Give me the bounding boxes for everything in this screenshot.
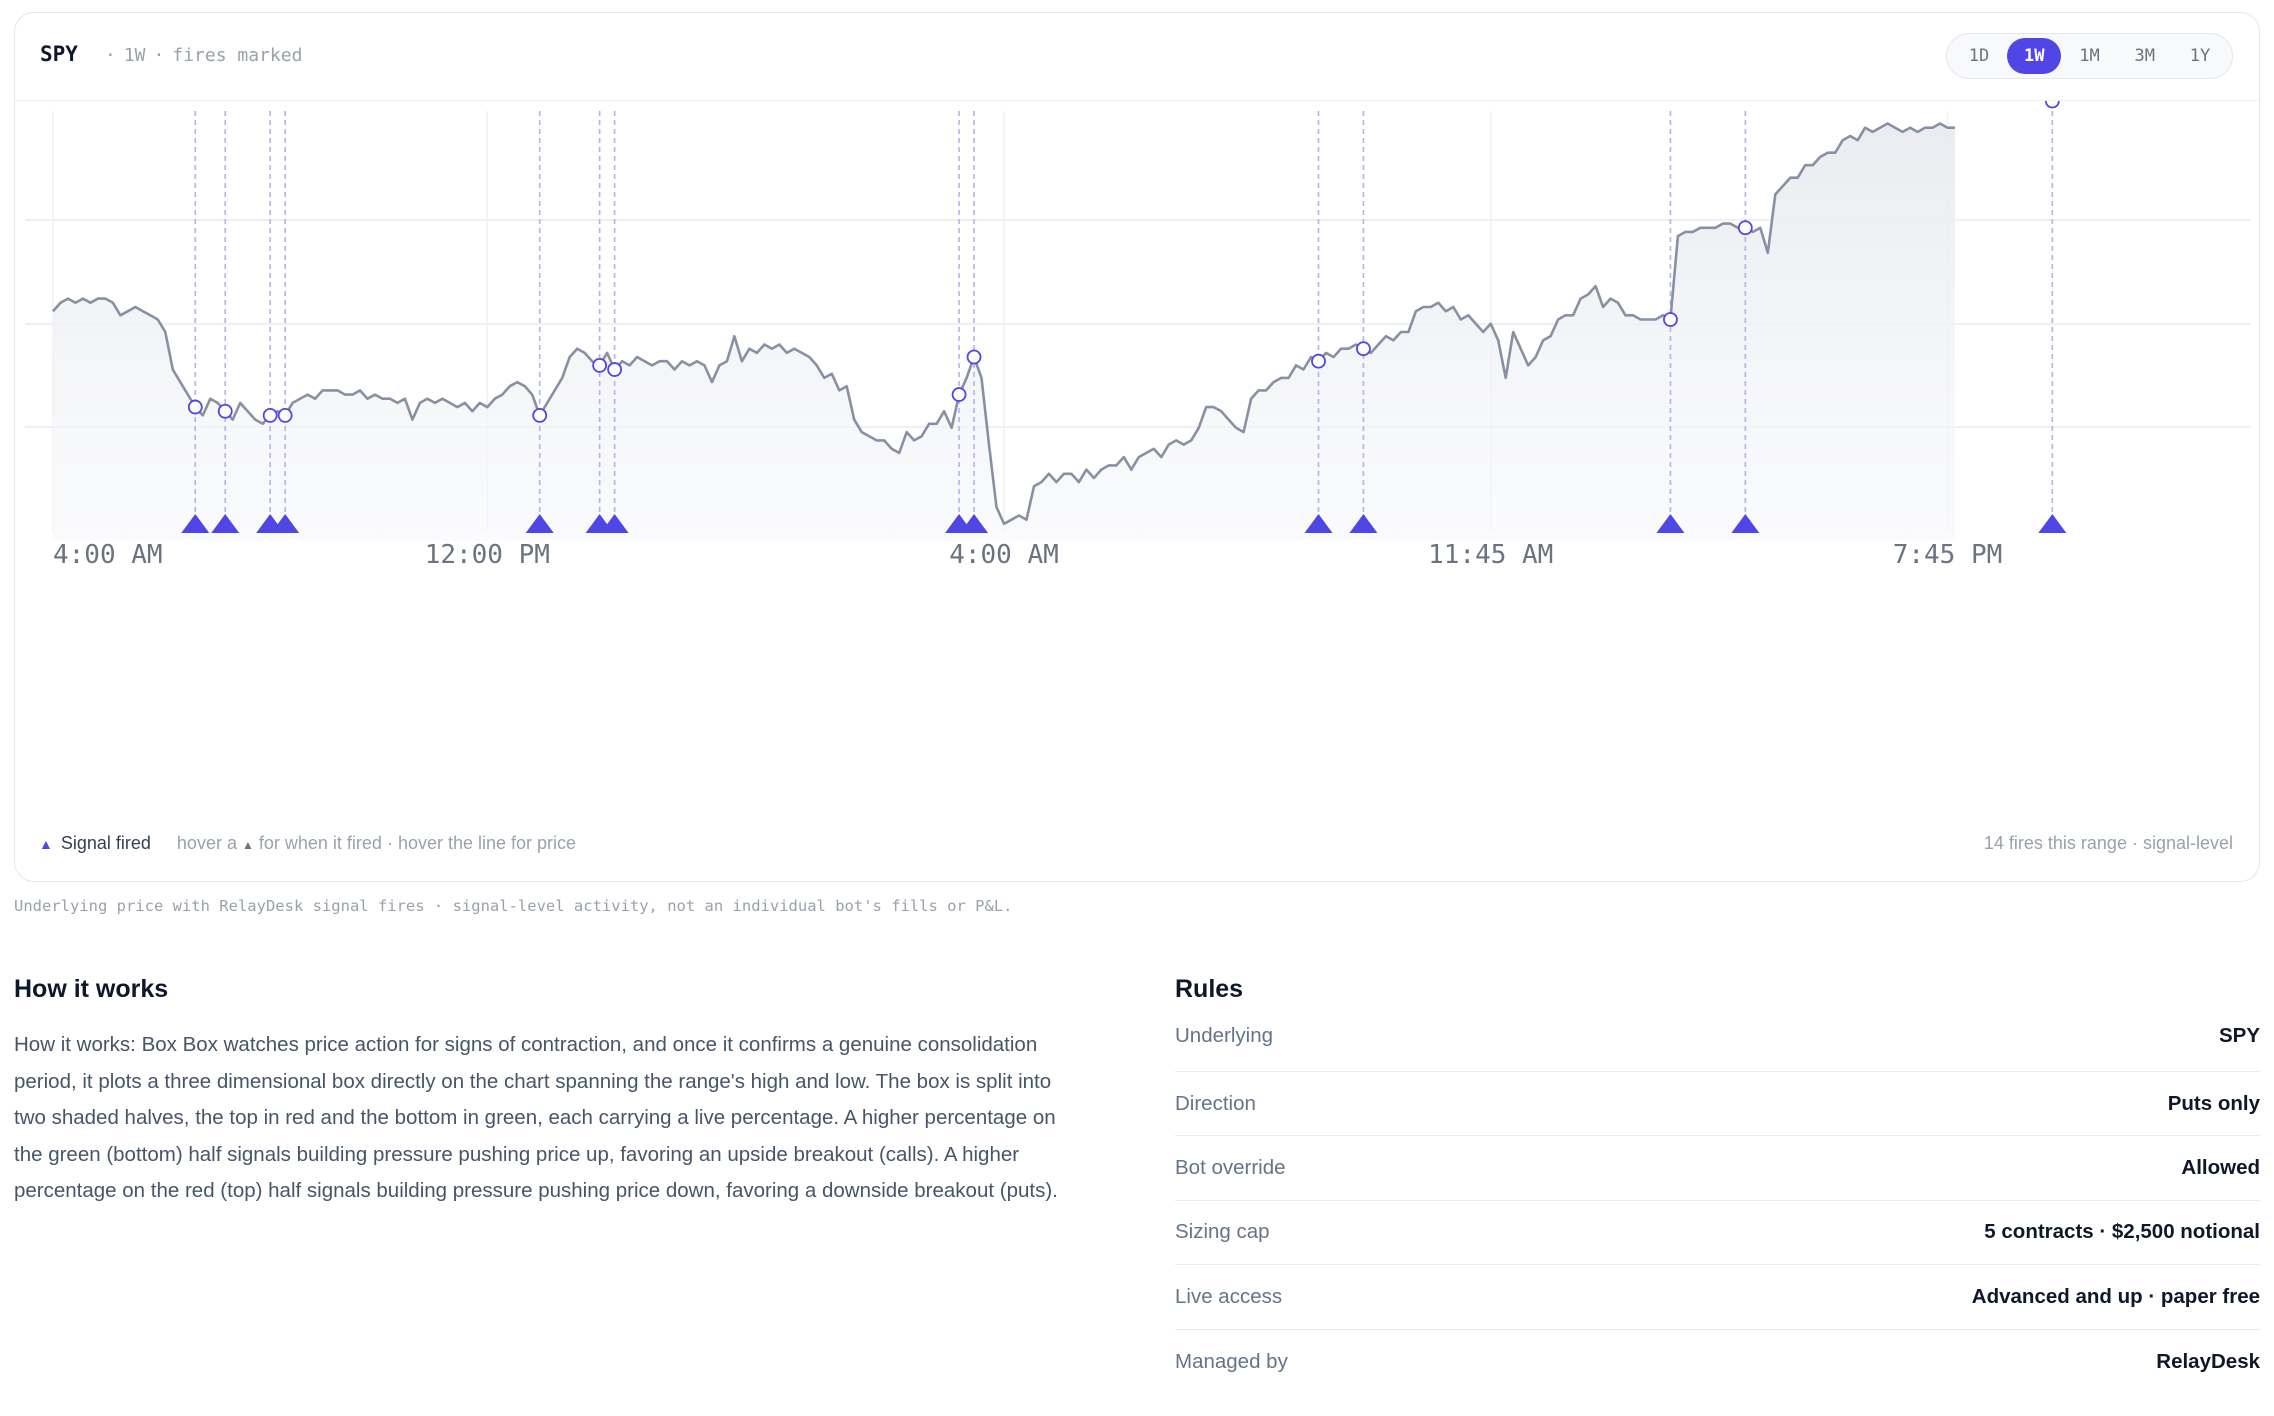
rule-value: Allowed — [2181, 1156, 2260, 1180]
rule-row-bot-override: Bot override Allowed — [1175, 1136, 2260, 1201]
signal-fire-triangle[interactable] — [600, 514, 629, 533]
range-button-3m[interactable]: 3M — [2118, 38, 2172, 74]
signal-fire-triangle[interactable] — [1349, 514, 1378, 533]
legend-signal-label: Signal fired — [60, 833, 151, 853]
rule-value: SPY — [2218, 1024, 2260, 1047]
fire-marker[interactable] — [1356, 341, 1371, 357]
price-line[interactable] — [52, 122, 1955, 526]
rules-table: Underlying SPY Direction Puts only Bot o… — [1175, 1024, 2260, 1394]
fire-marker[interactable] — [2044, 101, 2060, 109]
rule-label: Live access — [1175, 1284, 1283, 1308]
rule-label: Underlying — [1175, 1024, 1273, 1047]
rule-row-managed-by: Managed by RelayDesk — [1175, 1330, 2260, 1394]
fire-marker[interactable] — [217, 403, 233, 419]
signal-fire-triangle[interactable] — [271, 514, 300, 533]
how-it-works-body: How it works: Box Box watches price acti… — [14, 1033, 1058, 1203]
signal-fire-triangle[interactable] — [525, 514, 554, 533]
x-tick-label: 12:00 PM — [425, 540, 550, 570]
signal-fire-triangle[interactable] — [181, 514, 210, 533]
x-tick-label: 4:00 AM — [53, 540, 163, 570]
rule-value: RelayDesk — [2156, 1349, 2260, 1373]
rule-row-sizing-cap: Sizing cap 5 contracts · $2,500 notional — [1175, 1201, 2260, 1266]
price-chart[interactable]: 4:00 AM 12:00 PM 4:00 AM 11:45 AM 7:45 PM — [15, 101, 2261, 821]
signal-fire-triangle[interactable] — [1304, 514, 1333, 533]
rule-label: Managed by — [1175, 1349, 1288, 1373]
range-button-1w[interactable]: 1W — [2007, 38, 2062, 74]
separator-dot: · — [153, 45, 165, 66]
rules-title: Rules — [1175, 975, 1244, 1003]
price-chart-card: SPY · 1W · fires marked 1D 1W 1M 3M 1Y 4:00… — [14, 12, 2260, 882]
range-button-1m[interactable]: 1M — [2063, 38, 2117, 74]
fire-marker[interactable] — [262, 408, 278, 423]
fire-marker[interactable] — [592, 357, 608, 373]
range-button-1y[interactable]: 1Y — [2173, 38, 2227, 74]
range-label: 1W — [123, 45, 146, 66]
rule-value: 5 contracts · $2,500 notional — [1984, 1220, 2260, 1244]
price-area — [53, 123, 1955, 541]
signal-fire-triangle[interactable] — [211, 514, 240, 533]
x-tick-label: 11:45 AM — [1428, 540, 1553, 570]
rule-row-underlying: Underlying SPY — [1175, 1024, 2260, 1072]
how-it-works-title: How it works — [14, 975, 169, 1003]
fire-marker[interactable] — [607, 362, 623, 377]
signal-fire-triangle[interactable] — [960, 514, 989, 533]
ticker-symbol: SPY — [40, 42, 78, 66]
fire-marker[interactable] — [1663, 312, 1678, 327]
separator-dot: · — [105, 45, 116, 66]
x-tick-label: 7:45 PM — [1893, 540, 2003, 570]
fire-marker[interactable] — [277, 408, 293, 423]
fire-marker[interactable] — [532, 408, 548, 423]
fire-marker[interactable] — [966, 349, 982, 365]
signal-fire-triangle[interactable] — [1731, 514, 1760, 533]
x-tick-label: 4:00 AM — [949, 540, 1059, 570]
chart-subtitle: · 1W · fires marked — [97, 45, 302, 66]
rule-value: Puts only — [2167, 1091, 2260, 1115]
signal-fire-triangle[interactable] — [1656, 514, 1685, 533]
mode-label: fires marked — [172, 45, 303, 66]
rule-row-live-access: Live access Advanced and up · paper free — [1175, 1265, 2260, 1330]
rule-row-direction: Direction Puts only — [1175, 1072, 2260, 1137]
fire-marker[interactable] — [1311, 353, 1326, 369]
hint-suffix: for when it fired · hover the line for p… — [258, 833, 577, 853]
triangle-icon: ▲ — [241, 838, 254, 852]
fires-count: 14 fires this range · signal-level — [1983, 833, 2233, 853]
signal-fire-triangle[interactable] — [2038, 514, 2067, 533]
rule-label: Bot override — [1175, 1156, 1286, 1180]
signal-triangle-icon: ▲ — [39, 835, 53, 852]
range-selector: 1D 1W 1M 3M 1Y — [1946, 33, 2233, 79]
chart-header: SPY · 1W · fires marked 1D 1W 1M 3M 1Y — [15, 13, 2259, 101]
rule-label: Direction — [1175, 1091, 1256, 1115]
rule-value: Advanced and up · paper free — [1971, 1284, 2260, 1308]
fire-marker[interactable] — [187, 399, 203, 415]
chart-caption: Underlying price with RelayDesk signal f… — [14, 897, 1013, 915]
rule-label: Sizing cap — [1175, 1220, 1270, 1244]
range-button-1d[interactable]: 1D — [1952, 38, 2006, 74]
hint-prefix: hover a — [176, 833, 237, 853]
chart-legend: ▲ Signal fired hover a ▲ for when it fir… — [39, 833, 576, 854]
fire-marker[interactable] — [951, 387, 967, 402]
fire-marker[interactable] — [1737, 220, 1753, 236]
legend-hint: hover a ▲ for when it fired · hover the … — [177, 833, 576, 854]
